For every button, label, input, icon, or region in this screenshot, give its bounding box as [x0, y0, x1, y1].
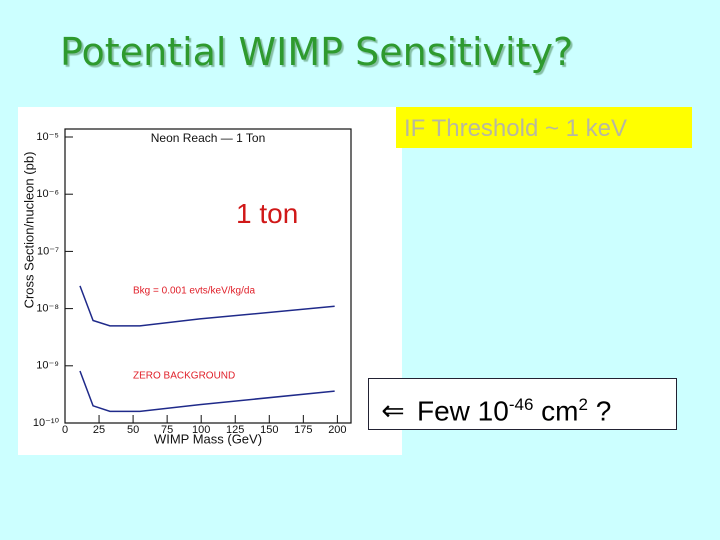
callout-text: cm: [533, 395, 579, 427]
y-tick-label: 10⁻⁸: [36, 303, 59, 315]
chart: Neon Reach — 1 Ton WIMP Mass (GeV) Cross…: [18, 107, 402, 455]
series-line: [79, 370, 335, 413]
x-tick-label: 175: [294, 424, 312, 436]
x-tick-label: 0: [62, 424, 68, 436]
x-tick-label: 50: [127, 424, 139, 436]
x-tick-label: 125: [226, 424, 244, 436]
y-tick-label: 10⁻⁹: [36, 360, 59, 372]
series-label: Bkg = 0.001 evts/keV/kg/da: [133, 285, 255, 296]
callout-text: Few 10: [417, 395, 509, 427]
series-label: ZERO BACKGROUND: [133, 371, 235, 382]
x-tick-label: 25: [93, 424, 105, 436]
callout-exponent: -46: [508, 395, 534, 414]
mass-label: 1 ton: [236, 198, 299, 229]
y-tick-label: 10⁻⁵: [36, 131, 59, 143]
chart-background: [18, 107, 402, 455]
callout: ⇐ Few 10-46 cm2 ?: [368, 378, 677, 430]
y-tick-label: 10⁻¹⁰: [33, 417, 60, 429]
slide-title: Potential WIMP Sensitivity?: [60, 30, 574, 74]
plot-frame: [64, 128, 352, 424]
x-tick-label: 150: [260, 424, 278, 436]
callout-text: ?: [587, 395, 612, 427]
x-tick-label: 200: [328, 424, 346, 436]
series-line: [79, 285, 335, 327]
x-tick-label: 75: [161, 424, 173, 436]
x-tick-label: 100: [192, 424, 210, 436]
threshold-box: IF Threshold ~ 1 keV: [396, 107, 692, 148]
x-axis-label: WIMP Mass (GeV): [154, 431, 262, 446]
y-tick-label: 10⁻⁷: [37, 245, 59, 257]
chart-title: Neon Reach — 1 Ton: [151, 131, 266, 145]
arrow: ⇐: [381, 395, 405, 427]
y-tick-label: 10⁻⁶: [36, 188, 59, 200]
callout-exponent: 2: [578, 395, 588, 414]
y-axis-label: Cross Section/nucleon (pb): [21, 152, 36, 309]
